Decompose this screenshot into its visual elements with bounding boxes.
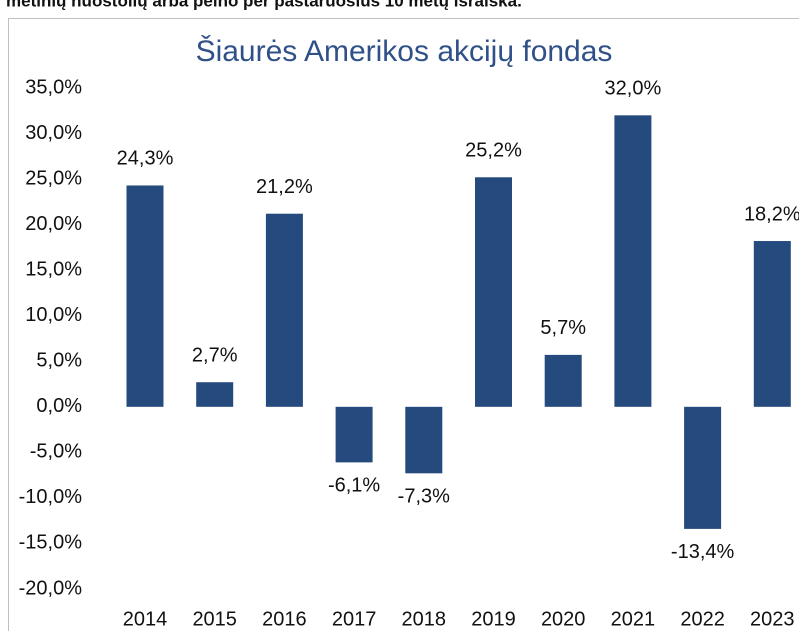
y-tick-label: 35,0% bbox=[25, 76, 82, 98]
data-label: 18,2% bbox=[744, 203, 799, 225]
x-tick-label: 2021 bbox=[611, 608, 656, 630]
data-label: 5,7% bbox=[540, 317, 586, 339]
data-label: -6,1% bbox=[328, 475, 380, 497]
y-tick-label: -15,0% bbox=[19, 532, 83, 554]
y-tick-label: 10,0% bbox=[25, 304, 82, 326]
chart-title: Šiaurės Amerikos akcijų fondas bbox=[196, 34, 613, 68]
data-label: -13,4% bbox=[671, 541, 735, 563]
bar bbox=[266, 214, 303, 407]
bar bbox=[475, 177, 512, 407]
data-label: 24,3% bbox=[117, 148, 174, 170]
data-label: 21,2% bbox=[256, 176, 313, 198]
x-tick-label: 2020 bbox=[541, 608, 586, 630]
bar bbox=[545, 355, 582, 407]
header-text: metinių nuostolių arba pelno per pastaru… bbox=[6, 0, 522, 10]
bar bbox=[614, 115, 651, 406]
data-label: 32,0% bbox=[605, 78, 662, 100]
x-tick-label: 2018 bbox=[402, 608, 447, 630]
y-tick-label: 30,0% bbox=[25, 122, 82, 144]
data-label: 2,7% bbox=[192, 345, 238, 367]
data-label: 25,2% bbox=[465, 140, 522, 162]
y-tick-label: 5,0% bbox=[36, 350, 82, 372]
bar bbox=[336, 407, 373, 463]
y-tick-label: 0,0% bbox=[36, 395, 82, 417]
data-label: -7,3% bbox=[398, 486, 450, 508]
y-tick-label: 25,0% bbox=[25, 167, 82, 189]
bar bbox=[196, 382, 233, 407]
y-tick-label: 20,0% bbox=[25, 213, 82, 235]
x-tick-label: 2023 bbox=[750, 608, 795, 630]
bar bbox=[684, 407, 721, 529]
x-tick-label: 2016 bbox=[262, 608, 307, 630]
x-tick-label: 2022 bbox=[680, 608, 725, 630]
x-tick-label: 2017 bbox=[332, 608, 377, 630]
bar bbox=[127, 185, 164, 406]
bar bbox=[754, 241, 791, 407]
bar bbox=[405, 407, 442, 473]
y-tick-label: -10,0% bbox=[19, 486, 83, 508]
x-tick-label: 2015 bbox=[192, 608, 237, 630]
y-tick-label: -20,0% bbox=[19, 577, 83, 599]
x-tick-label: 2014 bbox=[123, 608, 168, 630]
y-tick-label: 15,0% bbox=[25, 258, 82, 280]
x-tick-label: 2019 bbox=[471, 608, 516, 630]
y-tick-label: -5,0% bbox=[30, 441, 82, 463]
